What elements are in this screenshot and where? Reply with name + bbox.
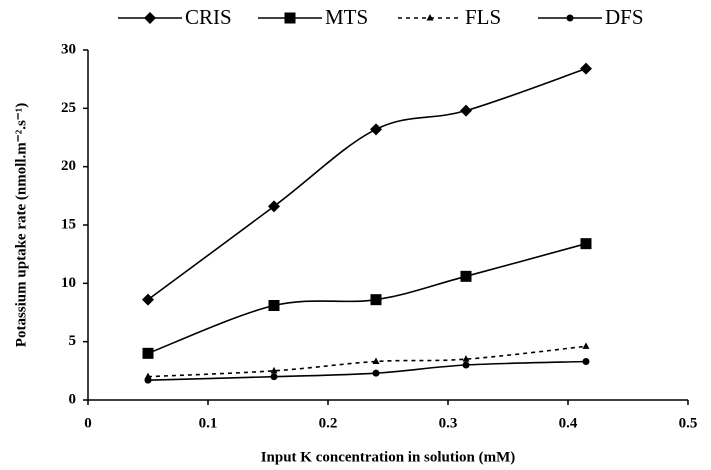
marker bbox=[460, 270, 472, 282]
marker bbox=[580, 238, 592, 250]
legend-marker bbox=[566, 14, 574, 22]
marker bbox=[372, 369, 380, 377]
x-tick-label: 0.1 bbox=[199, 415, 218, 431]
marker bbox=[270, 366, 278, 374]
marker bbox=[270, 373, 278, 381]
marker bbox=[144, 376, 152, 384]
series-line bbox=[147, 360, 587, 381]
legend-label: MTS bbox=[325, 5, 368, 29]
series-line bbox=[147, 345, 587, 378]
legend-label: DFS bbox=[605, 5, 644, 29]
marker bbox=[582, 342, 590, 349]
x-tick-label: 0.2 bbox=[319, 415, 338, 431]
marker bbox=[142, 347, 154, 359]
x-tick-label: 0.4 bbox=[559, 415, 578, 431]
y-tick-label: 25 bbox=[61, 100, 76, 116]
y-tick-label: 20 bbox=[61, 158, 76, 174]
marker bbox=[370, 294, 382, 306]
marker bbox=[372, 357, 380, 364]
marker bbox=[268, 200, 280, 213]
legend-marker bbox=[426, 14, 434, 21]
marker bbox=[268, 300, 280, 311]
x-tick-label: 0.3 bbox=[439, 415, 458, 431]
x-axis-label: Input K concentration in solution (mM) bbox=[261, 449, 516, 465]
legend-label: FLS bbox=[465, 5, 501, 29]
marker bbox=[460, 104, 472, 117]
y-tick-label: 0 bbox=[69, 391, 77, 407]
y-tick-label: 30 bbox=[61, 41, 76, 57]
marker bbox=[580, 62, 592, 75]
x-tick-label: 0.5 bbox=[679, 415, 698, 431]
y-tick-label: 5 bbox=[69, 333, 77, 349]
marker bbox=[142, 293, 154, 306]
legend-label: CRIS bbox=[185, 5, 232, 29]
series-line bbox=[147, 67, 587, 301]
legend-marker bbox=[144, 12, 156, 24]
y-axis-label: Potassium uptake rate (nmoll.m⁻².s⁻¹) bbox=[13, 103, 29, 347]
series-line bbox=[147, 242, 587, 355]
y-tick-label: 15 bbox=[61, 216, 76, 232]
marker bbox=[370, 123, 382, 136]
legend-marker bbox=[284, 12, 296, 24]
y-tick-label: 10 bbox=[61, 275, 76, 291]
marker bbox=[462, 355, 470, 362]
marker bbox=[582, 358, 590, 365]
marker bbox=[462, 361, 470, 369]
x-tick-label: 0 bbox=[84, 415, 92, 431]
